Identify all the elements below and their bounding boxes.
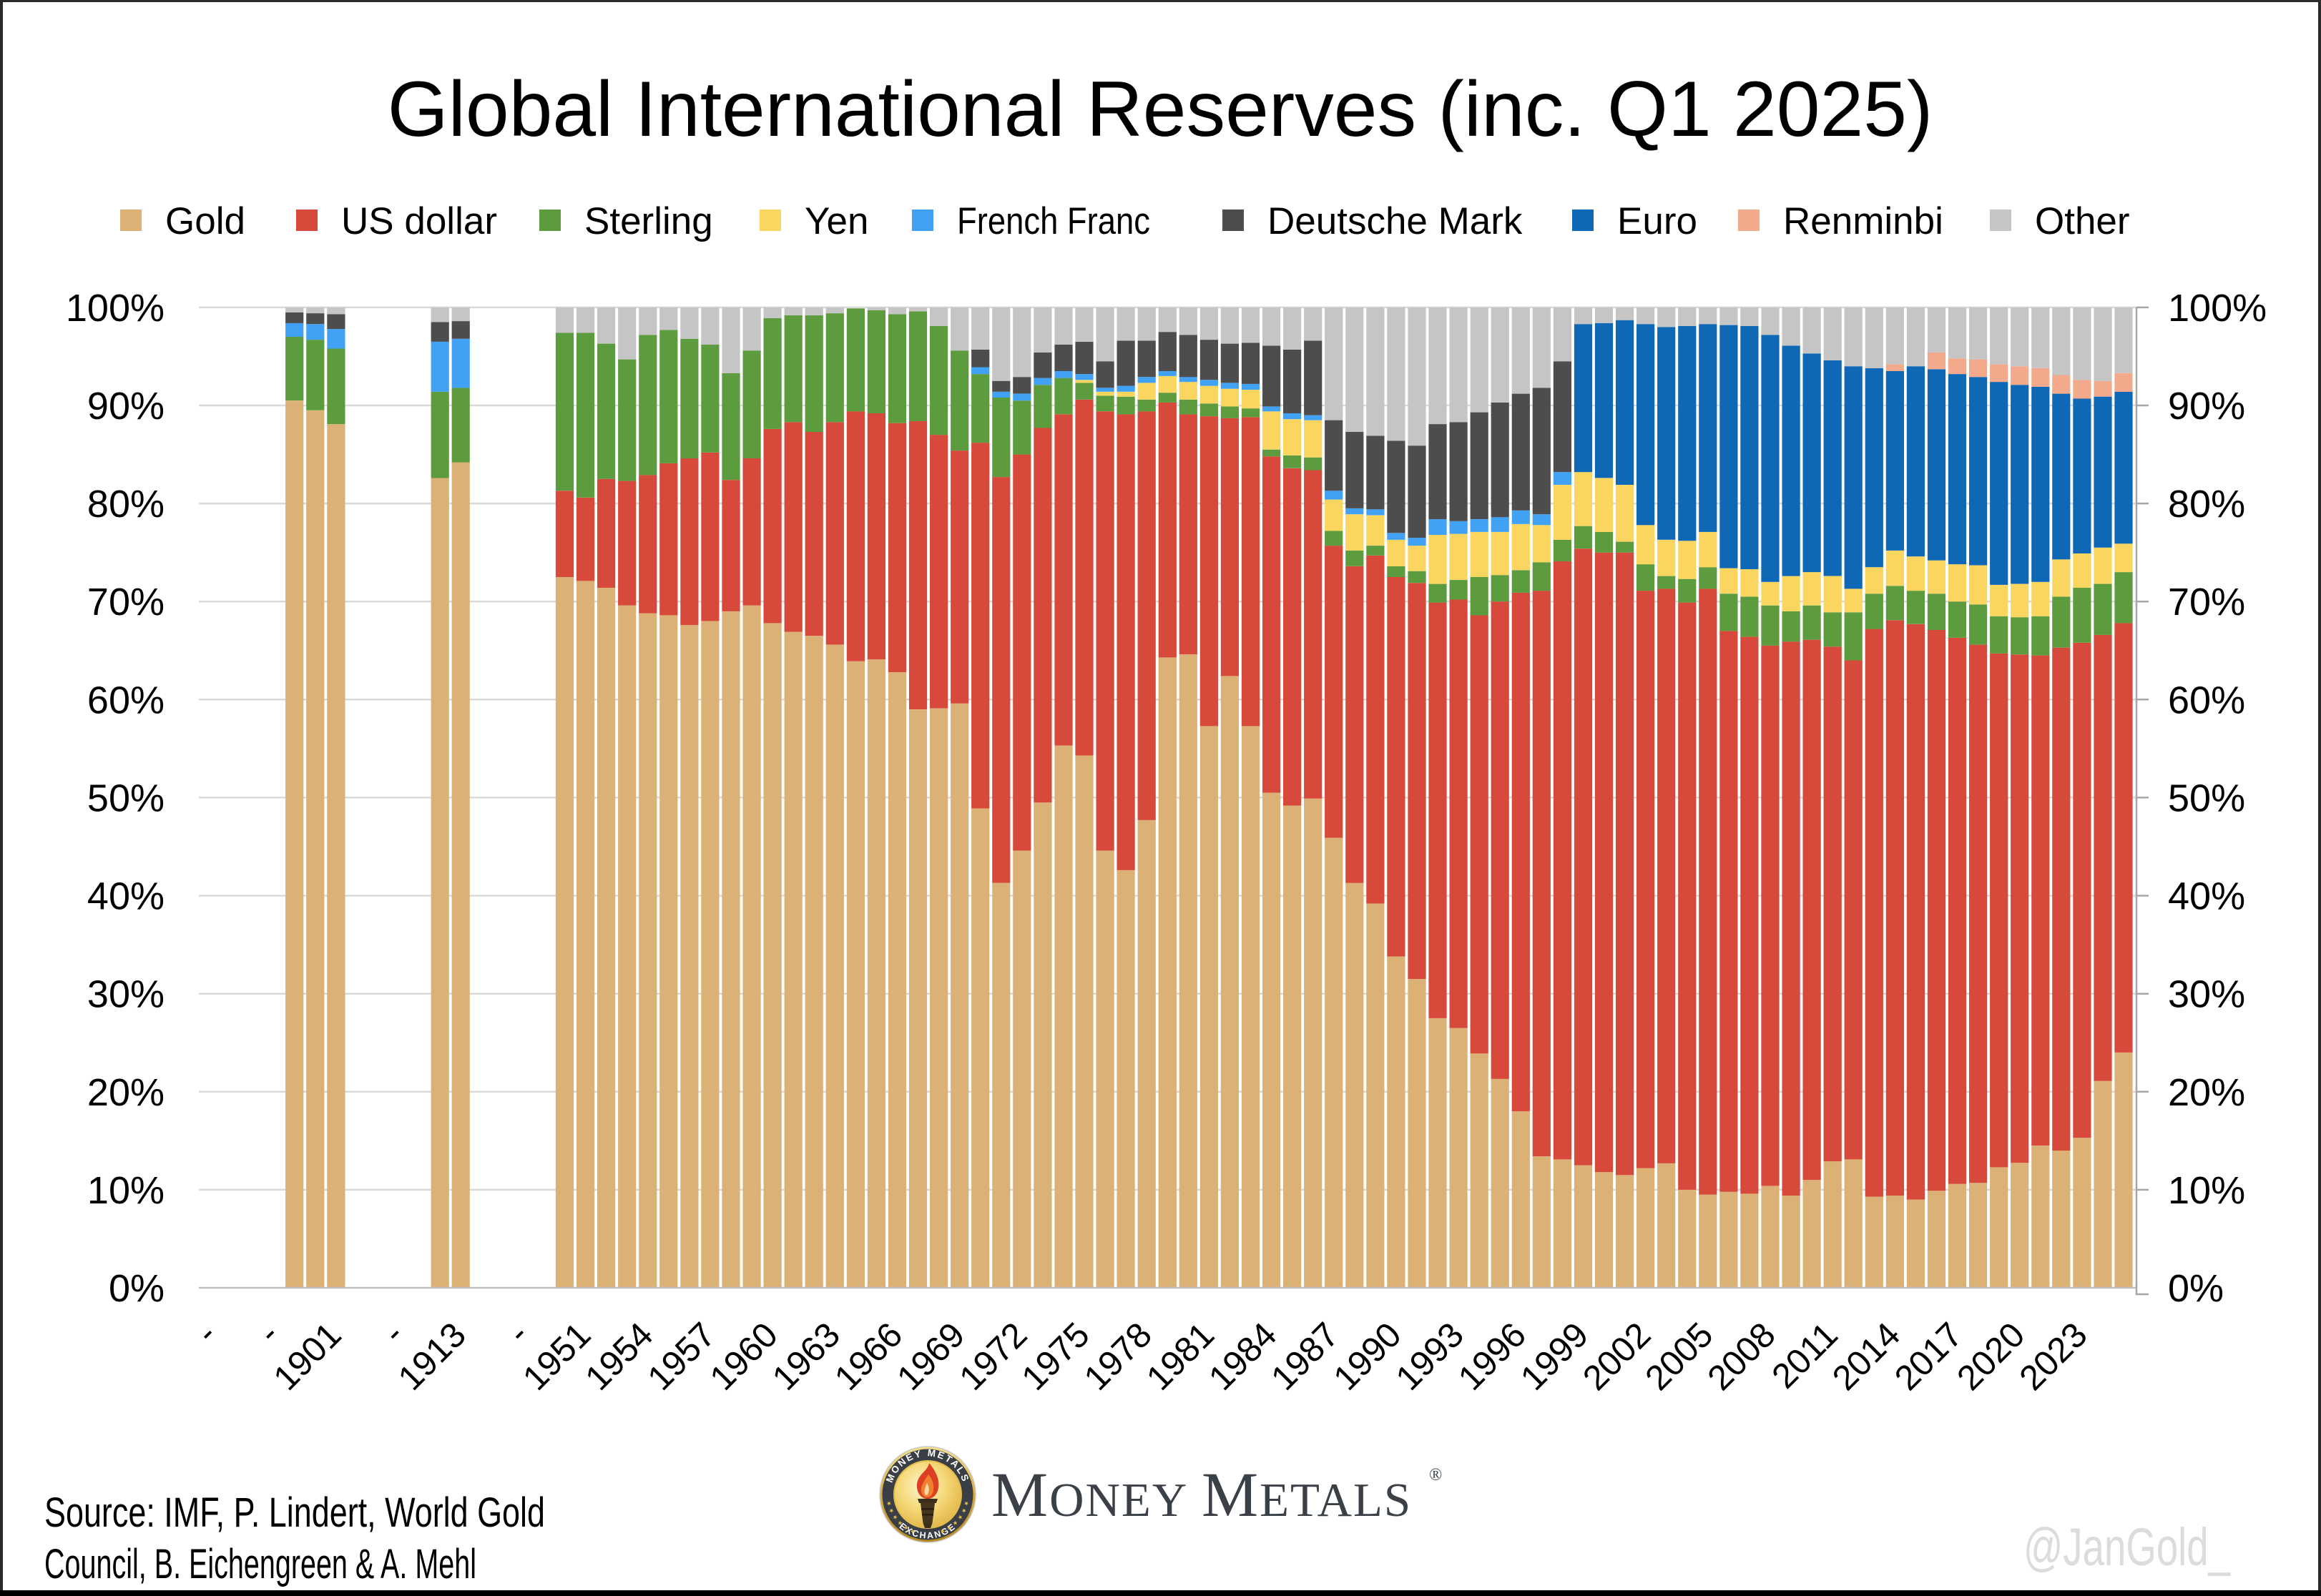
svg-text:90%: 90%	[2168, 385, 2245, 428]
svg-text:70%: 70%	[2168, 581, 2245, 624]
svg-text:Council, B. Eichengreen & A. M: Council, B. Eichengreen & A. Mehl	[44, 1541, 476, 1587]
svg-text:10%: 10%	[87, 1169, 165, 1212]
svg-text:80%: 80%	[2168, 483, 2245, 526]
svg-text:20%: 20%	[2168, 1071, 2245, 1114]
svg-text:Source: IMF, P. Lindert, World: Source: IMF, P. Lindert, World Gold	[44, 1489, 545, 1536]
svg-text:50%: 50%	[87, 777, 165, 819]
svg-text:60%: 60%	[87, 679, 165, 721]
svg-text:10%: 10%	[2168, 1169, 2245, 1212]
svg-text:Yen: Yen	[805, 200, 868, 242]
svg-text:60%: 60%	[2168, 679, 2245, 721]
svg-text:30%: 30%	[87, 973, 165, 1016]
svg-text:20%: 20%	[87, 1071, 165, 1114]
svg-text:Gold: Gold	[165, 200, 245, 242]
svg-text:30%: 30%	[2168, 973, 2245, 1016]
svg-text:Other: Other	[2035, 200, 2130, 242]
svg-text:Deutsche Mark: Deutsche Mark	[1267, 200, 1523, 242]
svg-text:40%: 40%	[2168, 875, 2245, 918]
svg-text:®: ®	[1429, 1466, 1442, 1484]
svg-text:Global International Reserves: Global International Reserves (inc. Q1 2…	[388, 66, 1933, 153]
svg-text:Sterling: Sterling	[584, 200, 713, 242]
svg-text:80%: 80%	[87, 483, 165, 526]
svg-text:0%: 0%	[2168, 1267, 2224, 1310]
svg-text:French Franc: French Franc	[957, 200, 1150, 242]
svg-text:Euro: Euro	[1617, 200, 1697, 242]
svg-text:90%: 90%	[87, 385, 165, 428]
svg-text:Renminbi: Renminbi	[1783, 200, 1943, 242]
svg-text:70%: 70%	[87, 581, 165, 624]
svg-text:@JanGold_: @JanGold_	[2023, 1517, 2231, 1577]
svg-text:50%: 50%	[2168, 777, 2245, 819]
svg-text:US dollar: US dollar	[341, 200, 497, 242]
svg-text:100%: 100%	[2168, 287, 2267, 330]
svg-text:MONEY METALS: MONEY METALS	[991, 1460, 1412, 1530]
svg-text:40%: 40%	[87, 875, 165, 918]
svg-text:100%: 100%	[66, 287, 165, 330]
svg-text:0%: 0%	[109, 1267, 165, 1310]
